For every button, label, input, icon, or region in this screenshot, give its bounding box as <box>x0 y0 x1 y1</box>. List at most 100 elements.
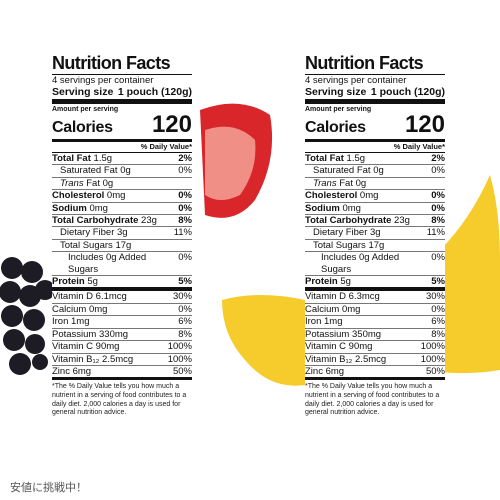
serving-size: Serving size 1 pouch (120g) <box>52 86 192 104</box>
nutrient: Zinc 6mg <box>305 366 344 377</box>
nutrient: Trans Fat 0g <box>52 178 113 189</box>
nutrient-row: Calcium 0mg 0% <box>52 303 192 317</box>
nutrient-dv: 5% <box>178 276 192 288</box>
nutrient: Total Carbohydrate 23g <box>52 215 157 226</box>
nutrient-amount: Fat 0g <box>86 177 114 189</box>
nutrient-row: Total Carbohydrate 23g 8% <box>305 215 445 228</box>
nutrient-row: Iron 1mg 6% <box>305 316 445 329</box>
calories-value: 120 <box>151 111 192 138</box>
nutrient: Trans Fat 0g <box>305 178 366 189</box>
nutrient-dv: 0% <box>178 303 192 315</box>
nutrient-name: Iron <box>52 316 69 328</box>
serving-size-value: 1 pouch (120g) <box>370 86 445 98</box>
nutrient-dv: 8% <box>431 215 445 227</box>
nutrient-name: Total Fat <box>305 153 344 164</box>
nutrient: Saturated Fat 0g <box>305 165 384 176</box>
nutrient-name: Dietary Fiber <box>60 227 115 239</box>
nutrient-row: Potassium 330mg 8% <box>52 328 192 342</box>
nutrient-amount: 90mg <box>348 341 373 353</box>
nutrient-row: Sodium 0mg 0% <box>305 203 445 216</box>
nutrient-row: Cholesterol 0mg 0% <box>305 190 445 203</box>
nutrient: Dietary Fiber 3g <box>305 227 381 238</box>
nutrient: Total Sugars 17g <box>305 240 384 251</box>
nutrient-name: Protein <box>52 276 85 288</box>
nutrient-row: Vitamin C 90mg 100% <box>52 341 192 354</box>
nutrient-row: Protein 5g 5% <box>52 276 192 292</box>
nutrient-row: Total Carbohydrate 23g 8% <box>52 215 192 228</box>
nutrient-amount: 0mg <box>342 202 361 214</box>
nutrient-row: Saturated Fat 0g 0% <box>305 165 445 178</box>
nutrient: Total Carbohydrate 23g <box>305 215 410 226</box>
nutrient-amount: 1mg <box>71 316 90 328</box>
nutrient-amount: 5g <box>340 276 351 288</box>
serving-size-value: 1 pouch (120g) <box>117 86 192 98</box>
nutrient-row: Vitamin D 6.3mcg 30% <box>305 291 445 304</box>
nutrient-amount: 6mg <box>325 365 345 377</box>
nutrient: Dietary Fiber 3g <box>52 227 128 238</box>
nutrient-dv: 30% <box>172 291 192 303</box>
footnote: *The % Daily Value tells you how much a … <box>305 383 440 417</box>
nutrient-name: Total Sugars <box>60 239 113 251</box>
nutrient-name: Zinc <box>305 365 323 377</box>
nutrient-dv: 0% <box>431 190 445 202</box>
nutrition-label: Nutrition Facts 4 servings per container S… <box>305 52 445 422</box>
nutrient-name: Vitamin C <box>305 341 347 353</box>
nutrient: Cholesterol 0mg <box>52 190 125 201</box>
nutrient-amount: 23g <box>394 215 410 227</box>
nutrient-row: Includes 0g Added Sugars 0% <box>52 252 192 277</box>
nutrient-amount: 1.5g <box>93 153 113 164</box>
nutrient-amount: 3g <box>370 227 381 239</box>
nutrient-row: Iron 1mg 6% <box>52 316 192 329</box>
serving-size-label: Serving size <box>305 86 367 98</box>
calories: Calories 120 <box>52 111 192 142</box>
nutrient: Sodium 0mg <box>52 203 108 214</box>
nutrient-dv: 100% <box>420 353 445 365</box>
nutrient: Saturated Fat 0g <box>52 165 131 176</box>
nutrient-amount: 0g <box>120 165 131 177</box>
nutrient: Sodium 0mg <box>305 203 361 214</box>
nutrient-dv: 100% <box>167 341 192 353</box>
servings: 4 servings per container <box>52 75 154 86</box>
nutrient: Vitamin C 90mg <box>305 341 372 352</box>
nutrient: Vitamin C 90mg <box>52 341 119 352</box>
nutrient-name: Includes 0g Added Sugars <box>321 252 400 275</box>
nutrient-amount: 17g <box>368 239 385 251</box>
nutrient-name: Cholesterol <box>52 190 105 202</box>
nutrient-amount: 1mg <box>324 316 343 328</box>
nutrient-amount: 0mg <box>341 303 361 315</box>
nutrient-name: Calcium <box>305 303 340 315</box>
nutrient-amount: 6.3mcg <box>348 291 380 303</box>
nutrient-dv: 11% <box>173 227 192 239</box>
nutrient-amount: 330mg <box>99 328 129 340</box>
nutrient-name: Calcium <box>52 303 87 315</box>
nutrient-name: Cholesterol <box>305 190 358 202</box>
nutrient-name: Total Carbohydrate <box>305 215 392 227</box>
nutrient-row: Protein 5g 5% <box>305 276 445 292</box>
nutrient-dv: 11% <box>426 227 445 239</box>
nutrient-name: Trans <box>60 177 84 189</box>
nutrient-amount: 5g <box>87 276 98 288</box>
nutrient-amount: 17g <box>115 239 132 251</box>
nutrient-row: Sodium 0mg 0% <box>52 203 192 216</box>
nutrient: Total Fat 1.5g <box>52 153 112 164</box>
nutrient: Vitamin B₁₂ 2.5mcg <box>52 354 133 365</box>
nutrient-dv: 0% <box>431 165 445 177</box>
nutrient: Calcium 0mg <box>52 304 107 315</box>
nutrient-row: Vitamin C 90mg 100% <box>305 341 445 354</box>
nutrient-row: Vitamin B₁₂ 2.5mcg 100% <box>305 354 445 366</box>
nutrient-name: Sodium <box>305 202 340 214</box>
nutrient-amount: 350mg <box>352 328 382 340</box>
nutrient-dv: 5% <box>431 276 445 288</box>
nutrient-dv: 8% <box>178 215 192 227</box>
nutrient-row: Cholesterol 0mg 0% <box>52 190 192 203</box>
calories-value: 120 <box>404 111 445 138</box>
serving-size-label: Serving size <box>52 86 114 98</box>
nutrient-row: Dietary Fiber 3g 11% <box>305 227 445 240</box>
nutrient-amount: 0mg <box>89 202 108 214</box>
nutrient-name: Saturated Fat <box>60 165 118 177</box>
nutrient-amount: 0mg <box>359 190 379 202</box>
label-title: Nutrition Facts <box>52 52 192 75</box>
serving-size: Serving size 1 pouch (120g) <box>305 86 445 104</box>
nutrient-name: Zinc <box>52 365 70 377</box>
